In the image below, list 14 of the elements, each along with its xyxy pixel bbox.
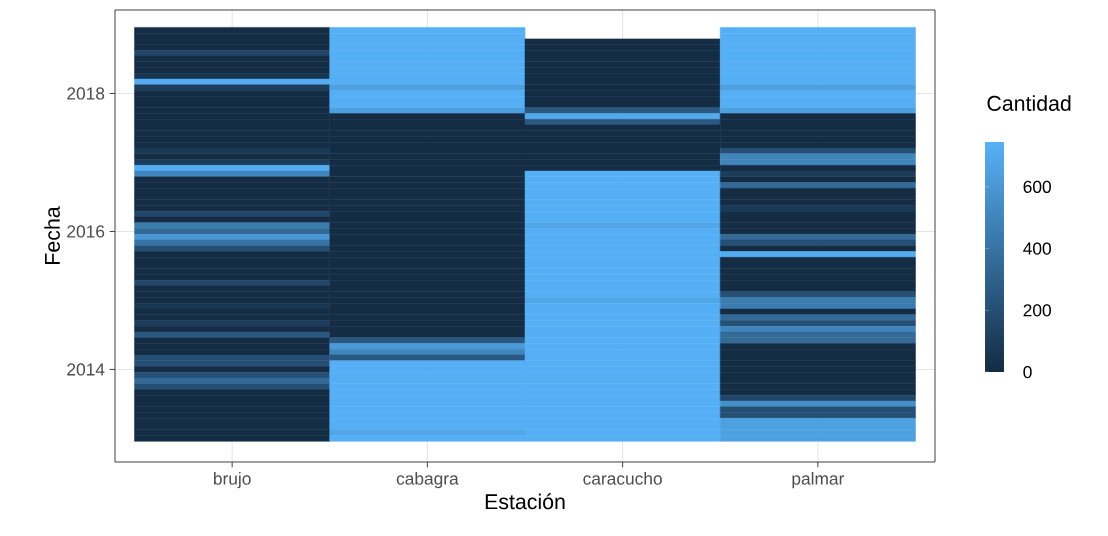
x-tick-label: palmar [792,472,845,489]
y-tick-label: 2014 [67,363,105,376]
y-tick-label: 2018 [67,87,105,100]
y-tick-label: 2016 [67,225,105,238]
x-tick-label: cabagra [396,472,459,489]
x-axis-title: Estación [485,493,565,510]
color-bar-label: 0 [1023,365,1032,379]
color-bar-label: 600 [1023,180,1051,193]
color-bar-label: 400 [1023,242,1051,255]
x-tick-label: caracucho [583,472,662,485]
y-axis-title: Fecha [44,206,60,264]
color-bar-title: Cantidad [987,95,1071,111]
color-bar-label: 200 [1023,304,1051,317]
x-tick-label: brujo [213,472,251,489]
